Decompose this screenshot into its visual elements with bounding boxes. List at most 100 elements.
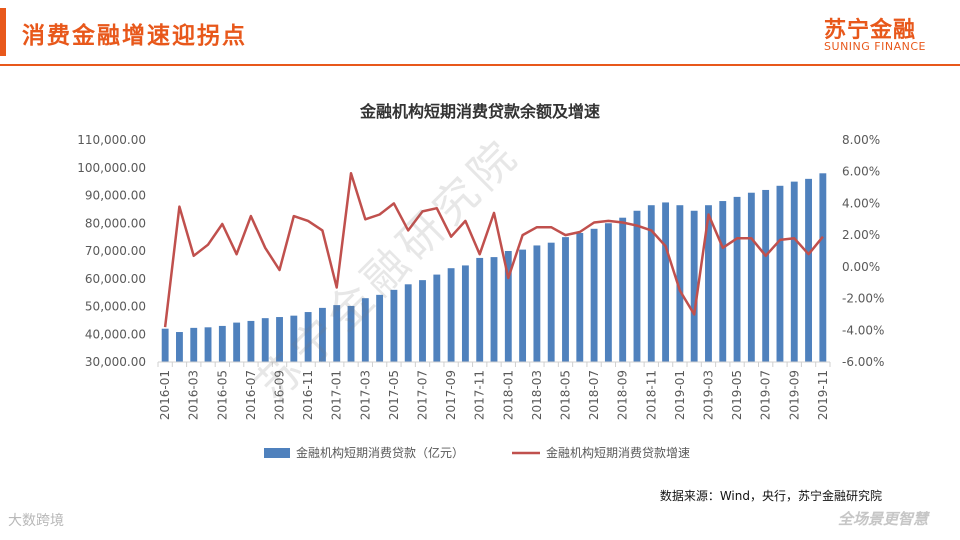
- bar: [233, 322, 241, 362]
- bar: [733, 196, 741, 362]
- header-divider: [0, 64, 960, 66]
- bar: [647, 205, 655, 362]
- bar: [419, 280, 426, 362]
- x-tick-label: 2019-03: [701, 370, 715, 420]
- y-right-tick-label: 4.00%: [842, 196, 880, 210]
- x-tick-label: 2017-03: [358, 370, 372, 420]
- x-tick-label: 2019-05: [730, 370, 744, 420]
- x-tick-label: 2016-05: [215, 370, 229, 420]
- bar: [190, 327, 198, 362]
- bar: [533, 245, 541, 362]
- bar: [333, 305, 341, 362]
- bar: [304, 312, 312, 362]
- bar: [204, 327, 212, 362]
- bar: [590, 228, 598, 362]
- x-tick-label: 2019-01: [673, 370, 687, 420]
- page-title: 消费金融增速迎拐点: [22, 23, 247, 49]
- bar: [705, 205, 712, 362]
- y-left-tick-label: 80,000.00: [85, 216, 146, 230]
- y-left-tick-label: 110,000.00: [77, 133, 146, 147]
- x-tick-label: 2017-05: [387, 370, 401, 420]
- bar: [276, 317, 283, 362]
- y-left-tick-label: 90,000.00: [85, 189, 146, 203]
- bar: [747, 192, 755, 362]
- legend-line-label: 金融机构短期消费贷款增速: [546, 445, 690, 460]
- bar: [490, 257, 498, 362]
- y-left-tick-label: 70,000.00: [85, 244, 146, 258]
- bar: [776, 185, 784, 362]
- bar: [347, 305, 355, 362]
- bar: [790, 181, 798, 362]
- y-right-tick-label: 2.00%: [842, 228, 880, 242]
- x-tick-label: 2018-09: [616, 370, 630, 420]
- y-left-tick-label: 40,000.00: [85, 327, 146, 341]
- footer-slogan: 全场景更智慧: [837, 510, 928, 528]
- y-left-tick-label: 60,000.00: [85, 272, 146, 286]
- bar: [476, 257, 484, 362]
- legend-bar-label: 金融机构短期消费贷款（亿元）: [296, 445, 464, 460]
- bar: [690, 210, 698, 362]
- bar: [562, 237, 569, 362]
- x-tick-label: 2017-07: [416, 370, 430, 420]
- bar: [290, 315, 298, 362]
- bar: [762, 189, 770, 362]
- y-right-tick-label: -6.00%: [842, 355, 884, 369]
- bar: [176, 332, 183, 362]
- x-tick-label: 2019-11: [816, 370, 830, 420]
- bar: [390, 289, 398, 362]
- x-tick-label: 2018-11: [644, 370, 658, 420]
- header: 消费金融增速迎拐点 苏宁金融 SUNING FINANCE: [0, 0, 960, 66]
- bar: [676, 205, 684, 362]
- bar: [576, 232, 584, 362]
- chart-title: 金融机构短期消费贷款余额及增速: [359, 102, 600, 121]
- bar: [547, 242, 555, 362]
- source-note: 数据来源：Wind，央行，苏宁金融研究院: [659, 489, 882, 503]
- bar: [662, 202, 670, 362]
- x-tick-label: 2018-07: [587, 370, 601, 420]
- y-right-tick-label: 6.00%: [842, 165, 880, 179]
- x-tick-label: 2016-09: [273, 370, 287, 420]
- bar: [461, 265, 469, 362]
- bar: [719, 201, 727, 362]
- header-accent-bar: [0, 8, 6, 56]
- brand-logo-cn: 苏宁金融: [823, 18, 916, 43]
- y-right-tick-label: 0.00%: [842, 260, 880, 274]
- x-tick-label: 2018-03: [530, 370, 544, 420]
- y-right-tick-label: -4.00%: [842, 323, 884, 337]
- bar: [805, 178, 812, 362]
- bar: [361, 298, 369, 362]
- bar: [619, 217, 627, 362]
- y-right-tick-label: -2.00%: [842, 292, 884, 306]
- footer-logo-left: 大数跨境: [8, 513, 64, 529]
- x-tick-label: 2018-01: [501, 370, 515, 420]
- y-right-tick-label: 8.00%: [842, 133, 880, 147]
- bar: [376, 294, 384, 362]
- bar: [318, 307, 326, 362]
- x-tick-label: 2016-11: [301, 370, 315, 420]
- bar: [819, 173, 827, 362]
- x-tick-label: 2018-05: [558, 370, 572, 420]
- x-tick-label: 2016-03: [187, 370, 201, 420]
- bar: [404, 284, 412, 362]
- x-tick-label: 2017-09: [444, 370, 458, 420]
- bar: [633, 210, 641, 362]
- bar: [519, 249, 527, 362]
- y-left-tick-label: 50,000.00: [85, 300, 146, 314]
- bar: [604, 223, 612, 362]
- x-tick-label: 2017-01: [330, 370, 344, 420]
- x-tick-label: 2016-07: [244, 370, 258, 420]
- y-left-tick-label: 100,000.00: [77, 161, 146, 175]
- bar: [261, 318, 269, 362]
- bar: [433, 274, 441, 362]
- growth-rate-line: [163, 172, 824, 328]
- y-left-tick-label: 30,000.00: [85, 355, 146, 369]
- x-tick-label: 2017-11: [473, 370, 487, 420]
- x-tick-label: 2019-07: [759, 370, 773, 420]
- brand-logo-en: SUNING FINANCE: [824, 40, 926, 53]
- bar: [161, 328, 169, 362]
- x-tick-label: 2016-01: [158, 370, 172, 420]
- bar: [447, 268, 455, 362]
- bar: [504, 251, 512, 362]
- x-tick-label: 2019-09: [787, 370, 801, 420]
